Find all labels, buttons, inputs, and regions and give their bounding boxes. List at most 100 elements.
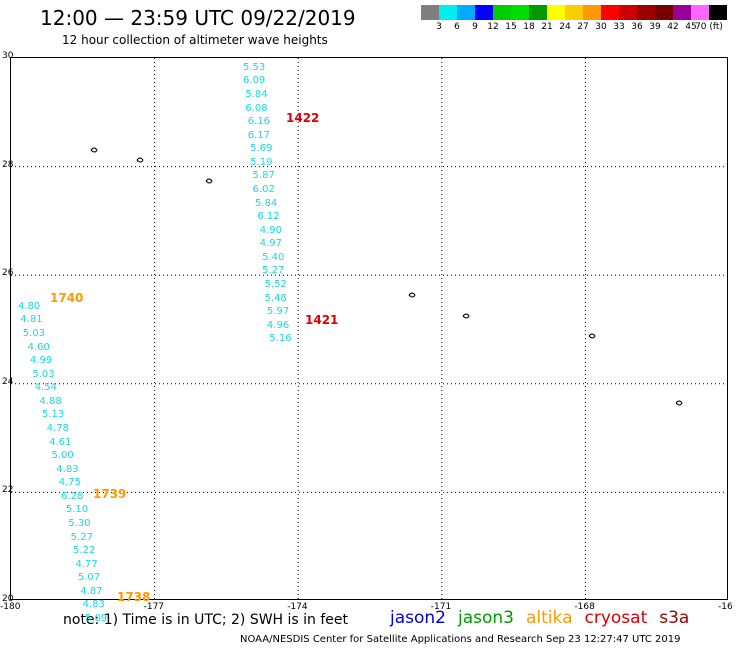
pass-time-label: 1738 (117, 590, 151, 604)
swh-value: 4.90 (259, 224, 282, 236)
island-outline (136, 157, 144, 163)
longitude-tick-label: -16 (718, 602, 733, 612)
color-swatch (619, 5, 637, 20)
island-outline (90, 147, 98, 153)
longitude-tick-label: -177 (143, 602, 165, 612)
swh-value: 6.17 (247, 129, 271, 141)
swh-value: 6.09 (242, 75, 266, 87)
color-scale-label: 24 (559, 22, 571, 32)
swh-value: 6.12 (257, 211, 280, 223)
swh-value: 6.16 (247, 116, 271, 128)
color-swatch (493, 5, 511, 20)
swh-value: 5.00 (51, 450, 74, 462)
swh-value: 4.96 (266, 319, 290, 331)
color-scale-label: 12 (487, 22, 499, 32)
island-outline (205, 178, 213, 184)
island-outline (675, 400, 683, 406)
swh-value: 5.53 (242, 61, 266, 73)
legend-entry-jason3: jason3 (458, 608, 514, 628)
color-scale-label: 70 (ft) (695, 22, 723, 32)
swh-value: 5.48 (264, 292, 287, 304)
swh-value: 5.97 (266, 306, 290, 318)
color-swatch (691, 5, 709, 20)
color-swatch (655, 5, 673, 20)
color-scale-label: 36 (631, 22, 643, 32)
swh-value: 4.88 (39, 395, 62, 407)
color-swatch (709, 5, 727, 20)
color-scale-label: 6 (454, 22, 460, 32)
swh-value: 5.30 (68, 517, 91, 529)
pass-time-label: 1740 (50, 291, 84, 305)
swh-value: 5.84 (254, 197, 278, 209)
swh-value: 4.99 (29, 355, 53, 367)
swh-value: 6.28 (61, 490, 84, 502)
swh-value: 5.07 (77, 572, 101, 584)
color-swatch (475, 5, 493, 20)
pass-time-label: 1739 (93, 487, 127, 501)
longitude-tick-label: -174 (287, 602, 308, 612)
color-swatch (439, 5, 457, 20)
swh-value: 4.83 (82, 599, 105, 611)
latitude-tick-label: 20 (2, 594, 14, 604)
swh-value: 5.84 (245, 89, 268, 100)
longitude-tick-label: -180 (0, 602, 21, 612)
island-outline (408, 292, 416, 298)
swh-value: 5.52 (264, 279, 287, 291)
swh-value: 5.19 (250, 156, 273, 168)
color-scale-label: 15 (505, 22, 517, 32)
legend-entry-cryosat: cryosat (584, 608, 648, 628)
map-title: 12:00 — 23:59 UTC 09/22/2019 (40, 6, 356, 30)
color-scale-label: 27 (577, 22, 589, 32)
color-scale-label: 18 (523, 22, 535, 32)
swh-value: 4.83 (56, 463, 79, 475)
legend-entry-s3a: s3a (659, 608, 690, 628)
swh-value: 5.87 (252, 170, 275, 182)
latitude-tick-label: 30 (2, 51, 14, 61)
swh-value: 5.16 (269, 333, 292, 345)
swh-value: 4.81 (20, 314, 43, 326)
units-note: note: 1) Time is in UTC; 2) SWH is in fe… (63, 612, 349, 628)
swh-value: 5.09 (85, 613, 108, 624)
swh-value: 5.40 (262, 251, 285, 263)
latitude-tick-label: 26 (2, 268, 14, 279)
swh-value: 5.13 (41, 409, 65, 421)
color-scale-label: 42 (667, 22, 679, 32)
latitude-tick-label: 28 (2, 159, 14, 170)
swh-value: 5.03 (22, 327, 46, 339)
map-plot-area (10, 57, 729, 601)
swh-value: 4.61 (49, 436, 72, 448)
swh-value: 5.03 (32, 368, 55, 380)
satellite-legend: jason2 jason3 altika cryosat s3a (390, 608, 701, 628)
color-swatch (565, 5, 583, 20)
swh-value: 5.10 (65, 504, 89, 516)
map-subtitle: 12 hour collection of altimeter wave hei… (62, 33, 328, 47)
color-swatch (457, 5, 475, 20)
longitude-tick-label: -171 (430, 602, 452, 612)
latitude-tick-label: 22 (2, 485, 14, 496)
swh-value: 5.69 (250, 143, 273, 155)
color-scale-bar (421, 5, 727, 20)
color-swatch (583, 5, 601, 20)
island-outline (588, 333, 596, 339)
legend-entry-jason2: jason2 (390, 608, 446, 628)
swh-value: 4.87 (80, 585, 103, 597)
color-scale-label: 3 (436, 22, 442, 32)
swh-value: 4.75 (58, 477, 81, 489)
color-scale-label: 9 (472, 22, 478, 32)
color-scale-label: 45 (685, 22, 697, 32)
swh-value: 4.54 (34, 382, 58, 394)
color-swatch (511, 5, 529, 20)
color-swatch (421, 5, 439, 20)
swh-value: 5.27 (70, 531, 93, 543)
swh-value: 5.27 (262, 265, 285, 277)
swh-value: 4.77 (75, 558, 98, 570)
swh-value: 5.22 (73, 545, 96, 557)
map-canvas (11, 58, 729, 601)
color-swatch (673, 5, 691, 20)
island-outline (462, 313, 470, 319)
swh-value: 4.97 (259, 238, 282, 250)
color-scale-label: 30 (595, 22, 607, 32)
longitude-tick-label: -168 (574, 602, 595, 612)
swh-value: 4.80 (18, 300, 41, 312)
latitude-tick-label: 24 (2, 376, 14, 387)
